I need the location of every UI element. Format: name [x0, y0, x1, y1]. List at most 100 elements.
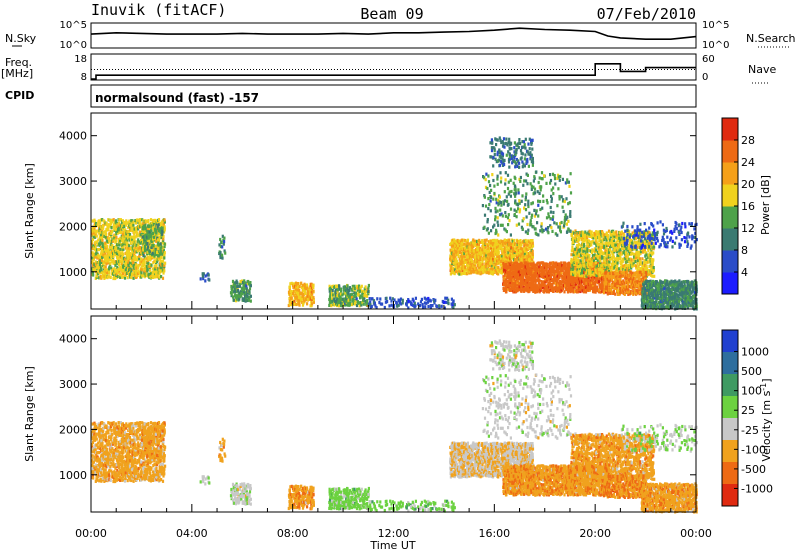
power-cell [237, 284, 240, 288]
power-cell [517, 146, 520, 150]
power-cell [524, 265, 527, 269]
power-cell [510, 275, 513, 280]
power-cell [152, 274, 155, 278]
power-cell [127, 221, 130, 225]
power-cell [543, 174, 546, 178]
power-cell [515, 191, 518, 195]
power-cell [101, 241, 104, 245]
power-cell [331, 284, 334, 289]
power-cell [565, 197, 568, 201]
power-cell [350, 295, 354, 300]
power-cell [101, 255, 104, 259]
power-cell [160, 220, 163, 224]
frequency-panel: Freq. [MHz] 18 8 60 0 Nave [1, 53, 776, 84]
power-cell [479, 261, 482, 265]
power-cell [100, 268, 103, 272]
power-cell [461, 241, 464, 245]
power-cell [289, 282, 292, 286]
power-cell [129, 223, 132, 227]
power-cell [91, 251, 94, 255]
power-cell [289, 303, 292, 307]
power-cell [512, 271, 515, 275]
power-cell [461, 238, 464, 242]
power-cell [105, 254, 109, 258]
power-cell [490, 246, 493, 250]
power-cell [447, 302, 450, 306]
power-cell [487, 240, 491, 244]
power-cell [397, 298, 400, 302]
power-cell [102, 268, 105, 272]
power-cell [516, 245, 520, 249]
power-cell [113, 271, 116, 275]
power-cell [100, 233, 103, 237]
power-cell [302, 292, 305, 296]
power-cell [451, 266, 455, 270]
power-cell [471, 255, 474, 259]
power-cell [511, 281, 514, 285]
power-cell [143, 229, 146, 233]
power-cell [458, 245, 461, 249]
power-cell [510, 189, 513, 194]
power-cell [494, 263, 497, 267]
power-cell [519, 149, 523, 153]
power-cell [346, 303, 349, 307]
power-cell [463, 254, 466, 258]
power-cell [498, 260, 501, 264]
power-cell [95, 251, 98, 255]
power-cell [468, 253, 471, 257]
power-cell [340, 287, 343, 291]
power-cell [338, 294, 341, 298]
power-cell [363, 287, 366, 291]
power-cell [522, 276, 525, 280]
power-cell [118, 218, 121, 222]
power-cell [135, 243, 138, 247]
power-cell [516, 257, 519, 261]
power-cell [126, 238, 129, 242]
power-cell [201, 274, 204, 278]
power-cell [126, 276, 129, 280]
power-cell [114, 246, 117, 250]
power-cell [117, 225, 120, 229]
power-cell [584, 230, 587, 234]
power-cell [103, 234, 106, 238]
power-cell [160, 275, 163, 279]
power-cell [98, 242, 101, 246]
power-cell [522, 183, 525, 187]
power-cell [498, 246, 501, 250]
power-cell [454, 246, 457, 250]
power-cell [116, 271, 119, 275]
power-cell [494, 206, 497, 210]
power-cell [131, 237, 134, 241]
power-cell [514, 199, 517, 203]
power-cell [489, 256, 492, 260]
power-cell [423, 296, 426, 300]
power-cell [525, 247, 528, 251]
power-cell [523, 257, 526, 261]
power-cell [529, 252, 532, 256]
power-cell [537, 214, 540, 218]
power-cell [368, 297, 371, 301]
power-cell [362, 289, 365, 293]
power-cell [511, 252, 514, 256]
power-cell [518, 161, 521, 165]
power-cell [103, 258, 106, 262]
power-cell [537, 203, 540, 207]
power-cell [514, 176, 517, 181]
power-cell [599, 274, 602, 278]
power-cell [154, 244, 157, 248]
power-cell [147, 235, 150, 239]
power-cell [133, 235, 136, 239]
power-cell [128, 234, 131, 238]
power-cell [302, 294, 305, 299]
power-cell [489, 241, 492, 245]
power-cell [146, 259, 149, 263]
power-cell [122, 265, 125, 269]
power-cell [517, 243, 520, 247]
power-cell [340, 297, 343, 302]
power-cell [515, 151, 518, 155]
power-cell [516, 242, 519, 246]
power-cell [154, 224, 157, 228]
power-cell [487, 207, 490, 211]
power-cell [152, 233, 155, 237]
power-cell [335, 292, 338, 296]
